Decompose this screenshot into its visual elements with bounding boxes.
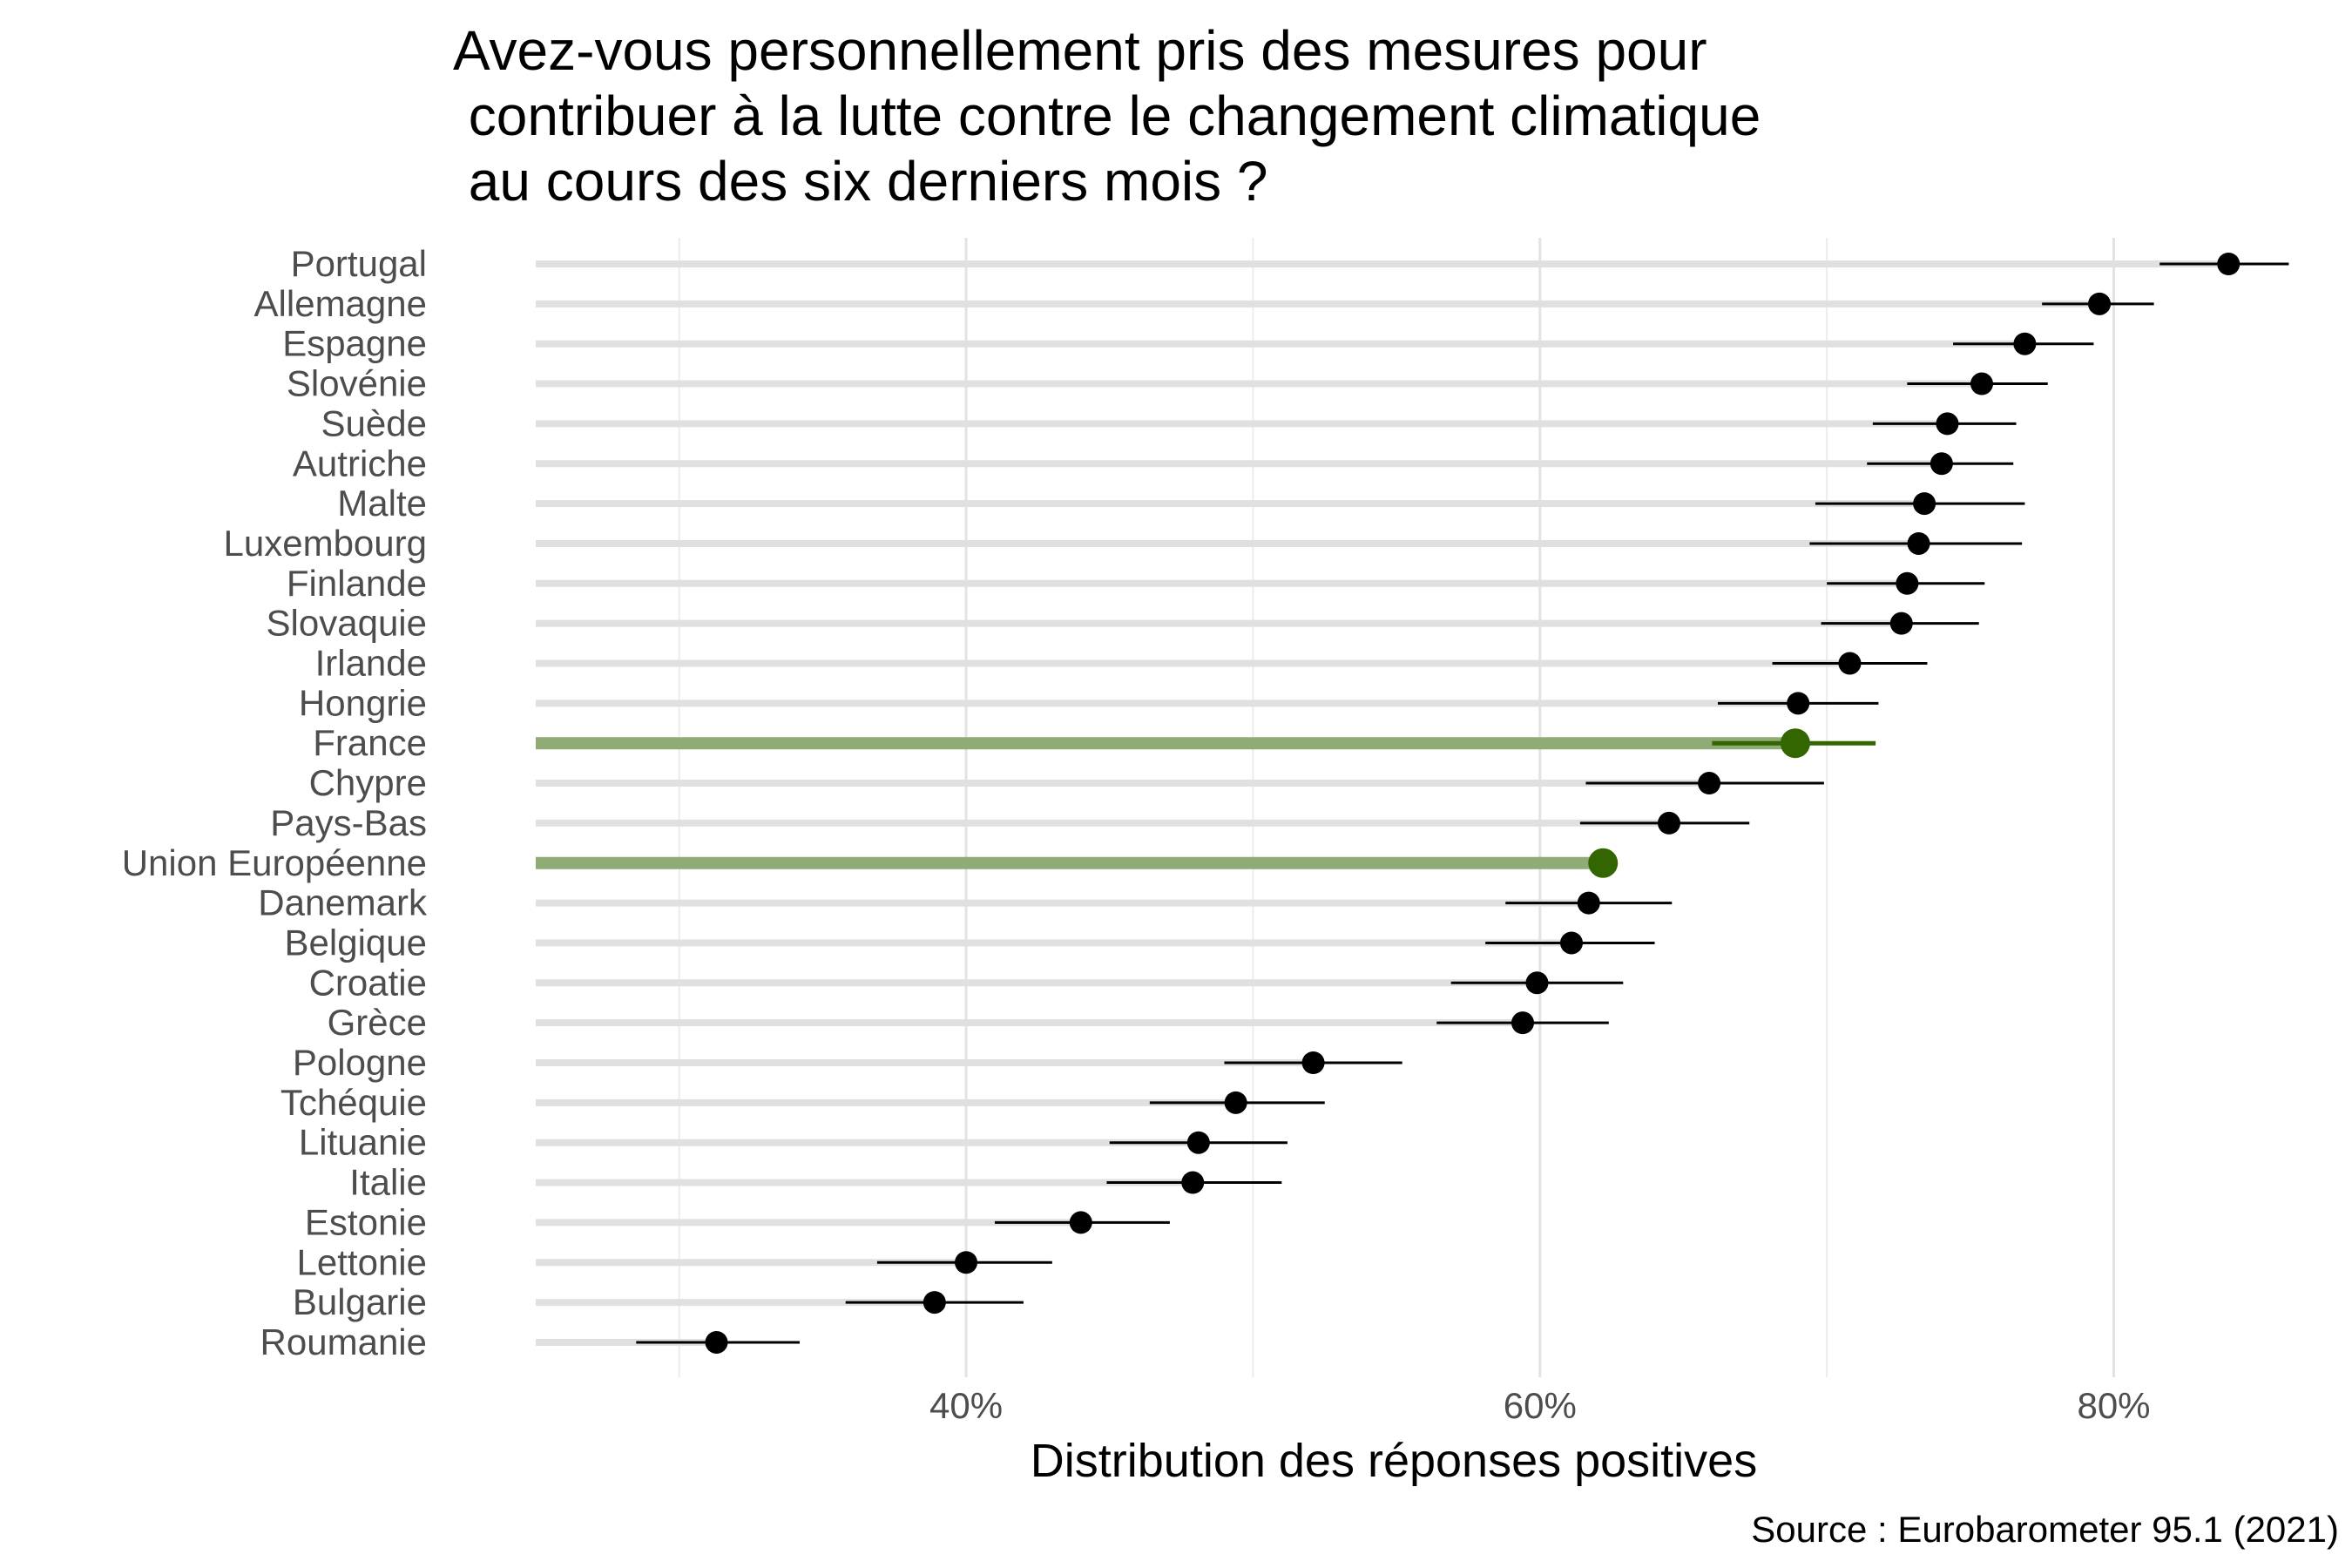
data-point [1186, 1131, 1210, 1154]
chart-title-line-1: Avez-vous personnellement pris des mesur… [453, 19, 1707, 82]
country-label: Croatie [309, 962, 427, 1003]
data-point [1907, 531, 1930, 555]
x-tick-label: 80% [2077, 1385, 2150, 1426]
country-label: Grèce [328, 1002, 427, 1043]
x-tick-label: 60% [1504, 1385, 1577, 1426]
data-point [1896, 571, 1919, 595]
country-labels: PortugalAllemagneEspagneSlovénieSuèdeAut… [122, 243, 428, 1362]
data-point [923, 1291, 946, 1315]
data-point [1069, 1211, 1092, 1234]
data-point [1889, 612, 1913, 635]
data-point [2013, 332, 2037, 355]
country-label: Danemark [258, 882, 428, 923]
chart-title-line-3: au cours des six derniers mois ? [453, 150, 1268, 213]
data-point [1577, 891, 1600, 915]
country-label: Autriche [293, 443, 427, 483]
country-label: Finlande [287, 563, 427, 604]
data-point [1511, 1011, 1535, 1035]
country-label: Bulgarie [293, 1281, 427, 1322]
x-tick-labels: 40% 60% 80% [929, 1385, 2151, 1426]
data-point [1930, 452, 1953, 476]
country-label: Pays-Bas [270, 802, 427, 843]
data-point [1560, 931, 1584, 955]
data-point [2088, 292, 2112, 315]
highlight-bars [536, 737, 1795, 869]
data-point [2217, 253, 2240, 275]
data-point [955, 1251, 978, 1274]
data-point [1588, 848, 1619, 878]
country-label: Suède [321, 402, 427, 443]
data-points [705, 253, 2240, 1354]
data-point [1936, 412, 1959, 436]
chart-title: Avez-vous personnellement pris des mesur… [453, 19, 1761, 213]
data-point [1787, 692, 1810, 715]
data-point [1301, 1051, 1325, 1074]
country-label: Union Européenne [122, 842, 427, 883]
row-tracks [536, 260, 2229, 1346]
country-label: Estonie [305, 1201, 427, 1242]
country-label: Chypre [309, 762, 427, 803]
data-point [1698, 772, 1721, 795]
country-label: Lituanie [299, 1122, 427, 1163]
country-label: Luxembourg [224, 523, 427, 564]
country-label: Allemagne [254, 283, 427, 324]
country-label: Slovaquie [267, 603, 427, 644]
country-label: Roumanie [260, 1321, 427, 1362]
country-label: Pologne [293, 1042, 427, 1083]
data-point [1181, 1171, 1205, 1194]
country-label: Tchéquie [280, 1082, 427, 1123]
source-caption: Source : Eurobarometer 95.1 (2021) [1751, 1509, 2339, 1550]
data-point [1657, 811, 1680, 835]
country-label: Belgique [285, 922, 427, 963]
grid-lines [678, 238, 2116, 1377]
data-point [1780, 728, 1810, 759]
country-label: Hongrie [299, 682, 427, 723]
country-label: Slovénie [287, 363, 427, 404]
country-label: Portugal [291, 243, 427, 284]
data-point [705, 1330, 728, 1354]
data-point [1525, 971, 1549, 995]
country-label: France [313, 722, 427, 763]
data-point [1913, 492, 1936, 516]
x-axis-title: Distribution des réponses positives [1031, 1435, 1757, 1487]
country-label: Lettonie [297, 1241, 427, 1282]
data-point [1970, 372, 1993, 395]
country-label: Espagne [282, 323, 427, 364]
country-label: Malte [337, 483, 427, 524]
x-tick-label: 40% [929, 1385, 1003, 1426]
data-point [1838, 652, 1862, 675]
chart-title-line-2: contribuer à la lutte contre le changeme… [453, 84, 1761, 147]
country-label: Italie [349, 1162, 427, 1203]
data-point [1224, 1091, 1247, 1114]
country-label: Irlande [315, 643, 427, 684]
